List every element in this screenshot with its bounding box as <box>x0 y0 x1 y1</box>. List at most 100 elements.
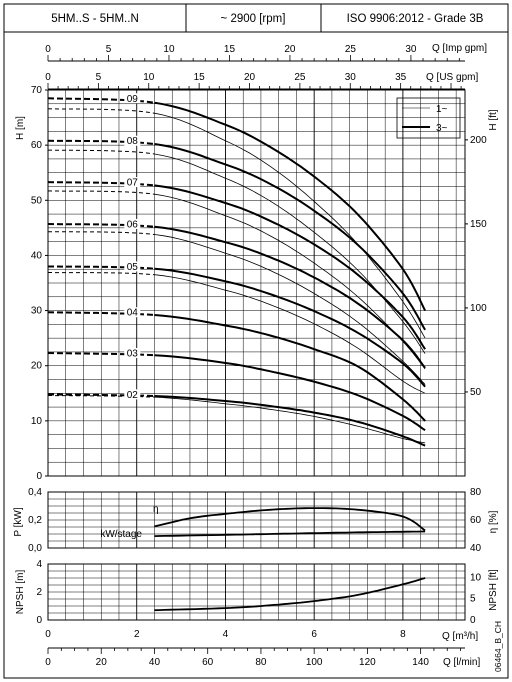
head-curve-1ph <box>154 193 426 370</box>
head-ft-tick-label: 100 <box>470 303 487 314</box>
head-curve-3ph <box>154 143 426 331</box>
npsh-curve <box>154 577 426 612</box>
header: 5HM..S - 5HM..N ~ 2900 [rpm] ISO 9906:20… <box>3 3 509 33</box>
head-curve-3ph <box>154 354 426 432</box>
plot-frame <box>47 89 466 477</box>
m3h-tick-label: 6 <box>311 629 317 640</box>
head-m-tick-label: 20 <box>31 361 43 372</box>
head-m-tick-label: 50 <box>31 195 43 206</box>
header-standard: ISO 9906:2012 - Grade 3B <box>347 13 484 25</box>
head-curve-3ph <box>154 184 426 350</box>
head-ft-tick-label: 50 <box>470 387 482 398</box>
stage-label-bg <box>124 177 141 188</box>
stage-label: 02 <box>127 390 139 401</box>
outer-frame <box>3 31 509 679</box>
us-gpm-tick-label: 25 <box>294 72 306 83</box>
lmin-tick-label: 40 <box>149 657 161 668</box>
us-gpm-axis-label: Q [US gpm] <box>426 72 478 83</box>
imp-gpm-tick-label: 15 <box>224 44 236 55</box>
stage-label-bg <box>124 307 141 318</box>
stage-label: 04 <box>127 308 139 319</box>
head-curve-3ph-dashed <box>47 139 155 145</box>
header-speed: ~ 2900 [rpm] <box>221 13 286 25</box>
kw-stage-label: kW/stage <box>100 529 142 540</box>
head-curve-1ph <box>154 153 426 354</box>
imp-gpm-axis-label: Q [Imp gpm] <box>432 43 487 54</box>
head-curve-3ph <box>154 314 426 422</box>
us-gpm-tick-label: 10 <box>143 72 155 83</box>
power-curve <box>154 530 426 537</box>
head-m-tick-label: 60 <box>31 140 43 151</box>
m3h-tick-label: 2 <box>134 629 140 640</box>
head-curve-3ph-dashed <box>48 265 155 270</box>
head-m-tick-label: 40 <box>31 250 43 261</box>
legend-single-phase: 1~ <box>436 104 448 115</box>
head-curve-1ph <box>154 234 426 385</box>
npsh-ft-tick-label: 0 <box>470 615 476 626</box>
chart-marks: 0 5 10 15 20 25 300 5 10 15 20 25 30 3501020304050607… <box>28 44 487 668</box>
doc-code: 06464_B_CH <box>493 621 503 672</box>
stage-label-bg <box>124 218 141 229</box>
eff-tick-label: 60 <box>470 515 482 526</box>
npsh-ft-tick-label: 5 <box>470 594 476 605</box>
npsh-ft-tick-label: 10 <box>470 572 482 583</box>
stage-label: 06 <box>127 219 139 230</box>
npsh-m-tick-label: 0 <box>36 615 42 626</box>
stage-label-bg <box>124 135 141 146</box>
head-m-tick-label: 0 <box>36 471 42 482</box>
stage-label-bg <box>124 261 141 272</box>
us-gpm-tick-label: 15 <box>194 72 206 83</box>
lmin-tick-label: 120 <box>359 657 376 668</box>
head-ft-tick-label: 200 <box>470 135 487 146</box>
efficiency-curve <box>154 507 426 532</box>
head-m-tick-label: 10 <box>31 416 43 427</box>
npsh-m-axis-label: NPSH [m] <box>15 570 26 615</box>
power-tick-label: 0,0 <box>28 543 42 554</box>
head-curve-1ph <box>154 112 426 339</box>
eff-tick-label: 40 <box>470 543 482 554</box>
stage-label: 09 <box>127 94 139 105</box>
us-gpm-tick-label: 35 <box>395 72 407 83</box>
eta-label: η <box>153 504 159 515</box>
power-tick-label: 0,2 <box>28 515 42 526</box>
us-gpm-tick-label: 20 <box>244 72 256 83</box>
lmin-tick-label: 80 <box>255 657 267 668</box>
stage-label: 07 <box>127 178 139 189</box>
plot-frame <box>47 563 466 621</box>
m3h-tick-label: 0 <box>45 629 51 640</box>
stage-label-bg <box>124 93 141 104</box>
stage-label-bg <box>124 348 141 359</box>
stage-label: 05 <box>127 262 139 273</box>
head-ft-tick-label: 150 <box>470 219 487 230</box>
m3h-tick-label: 4 <box>223 629 229 640</box>
head-curve-3ph <box>154 395 426 447</box>
imp-gpm-tick-label: 10 <box>163 44 175 55</box>
imp-gpm-tick-label: 0 <box>45 44 51 55</box>
head-curve-3ph-dashed <box>47 97 155 104</box>
us-gpm-tick-label: 5 <box>96 72 102 83</box>
lmin-tick-label: 140 <box>412 657 429 668</box>
head-curve-3ph <box>154 101 426 312</box>
head-m-tick-label: 30 <box>31 306 43 317</box>
power-tick-label: 0,4 <box>28 487 42 498</box>
us-gpm-tick-label: 30 <box>345 72 357 83</box>
lmin-tick-label: 0 <box>45 657 51 668</box>
lmin-tick-label: 20 <box>96 657 108 668</box>
m3h-axis-label: Q [m³/h] <box>442 631 478 642</box>
eff-tick-label: 80 <box>470 487 482 498</box>
plot-frame <box>47 491 466 549</box>
head-curve-3ph-dashed <box>47 181 155 187</box>
lmin-tick-label: 60 <box>202 657 214 668</box>
imp-gpm-tick-label: 5 <box>106 44 112 55</box>
imp-gpm-tick-label: 25 <box>345 44 357 55</box>
npsh-m-tick-label: 4 <box>36 559 42 570</box>
stage-label-bg <box>124 389 141 400</box>
head-curve-3ph <box>154 267 426 388</box>
head-curve-3ph <box>154 225 426 369</box>
imp-gpm-tick-label: 30 <box>405 44 417 55</box>
npsh-m-tick-label: 2 <box>36 587 42 598</box>
head-m-axis-label: H [m] <box>15 116 26 140</box>
lmin-axis-label: Q [l/min] <box>443 657 480 668</box>
head-curve-3ph-dashed <box>47 393 155 397</box>
